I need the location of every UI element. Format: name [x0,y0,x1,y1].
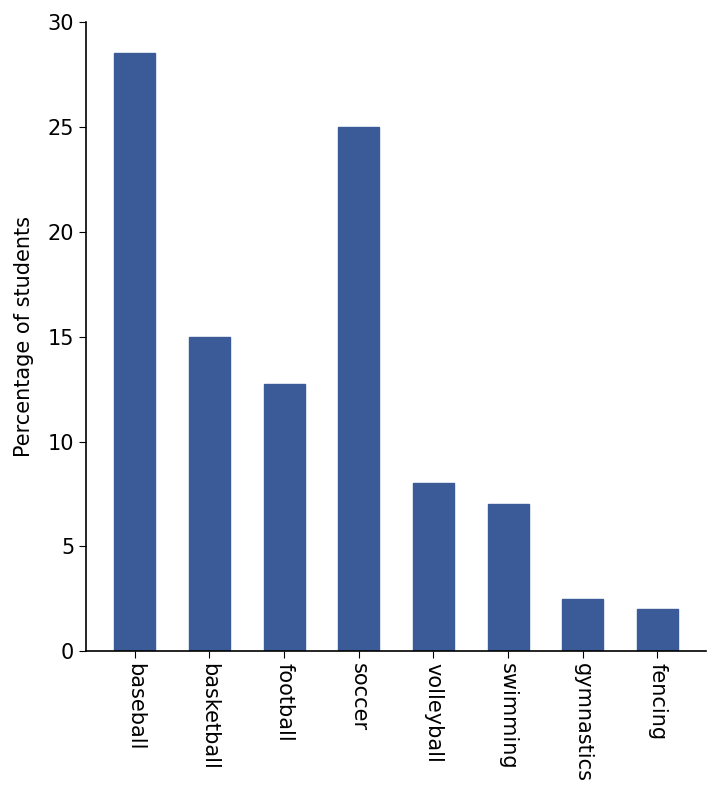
Bar [114,53,156,651]
Bar [338,127,379,651]
Bar [189,337,230,651]
Y-axis label: Percentage of students: Percentage of students [14,216,34,457]
Bar [413,483,454,651]
Bar [637,610,678,651]
Bar [562,599,603,651]
Bar [487,505,528,651]
Bar [264,384,305,651]
